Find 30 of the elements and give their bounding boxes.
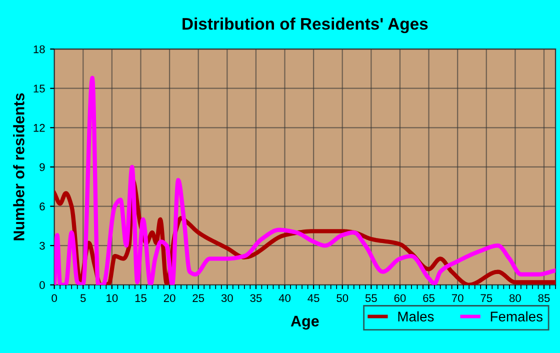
x-tick-label: 10 <box>106 294 118 302</box>
y-tick-label: 18 <box>34 45 45 54</box>
x-tick-label: 50 <box>336 294 348 302</box>
y-axis-title: Number of residents <box>13 93 24 240</box>
x-tick-label: 35 <box>250 294 262 302</box>
y-tick-label: 15 <box>34 84 45 93</box>
x-tick-label: 45 <box>308 294 320 302</box>
x-tick-label: 0 <box>52 294 57 302</box>
x-tick-label: 85 <box>538 294 550 302</box>
x-axis-title: Age <box>290 316 319 330</box>
x-tick-label: 15 <box>135 294 146 302</box>
y-tick-label: 3 <box>40 242 45 250</box>
y-tick-label: 6 <box>40 202 45 210</box>
y-tick-label: 12 <box>34 124 45 132</box>
x-tick-label: 60 <box>394 294 406 302</box>
x-tick-label: 55 <box>365 294 377 302</box>
y-tick-label: 0 <box>40 281 45 290</box>
legend-label: Females <box>490 311 543 322</box>
x-tick-label: 25 <box>192 294 204 302</box>
x-tick-label: 20 <box>164 294 176 302</box>
chart-title: Distribution of Residents' Ages <box>182 18 428 34</box>
x-tick-label: 30 <box>221 294 233 302</box>
x-tick-label: 5 <box>80 294 86 302</box>
x-tick-label: 65 <box>423 294 434 302</box>
legend-label: Males <box>398 311 434 322</box>
y-tick-label: 9 <box>40 163 45 172</box>
x-tick-label: 70 <box>452 294 464 302</box>
x-tick-label: 75 <box>480 294 492 302</box>
x-tick-label: 80 <box>509 294 521 302</box>
x-tick-label: 40 <box>278 294 290 302</box>
